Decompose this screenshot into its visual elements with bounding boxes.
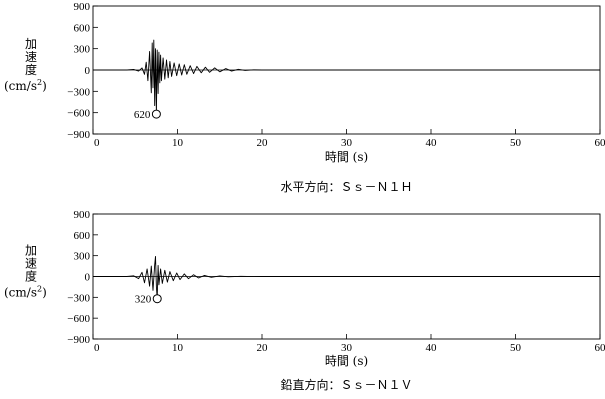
y-axis-unit: (cm/s2) <box>4 78 47 93</box>
x-tick-label: 60 <box>595 342 605 354</box>
unit-close: ) <box>42 79 47 93</box>
x-axis-label: 時間 (s) <box>325 150 368 164</box>
x-tick-label: 20 <box>257 342 269 354</box>
x-tick-label: 0 <box>94 137 100 149</box>
y-axis-label-char: 速 <box>25 257 37 271</box>
y-tick-label: −900 <box>67 334 90 346</box>
chart-caption: 鉛直方向：Ｓｓ－Ｎ１Ｖ <box>280 377 412 392</box>
chart-caption: 水平方向：Ｓｓ－Ｎ１Ｈ <box>280 179 412 194</box>
acceleration-series-line <box>93 255 600 300</box>
y-tick-label: 0 <box>85 272 91 284</box>
chart-1: 900 600 300 0 −300 −600 −900 0 10 20 30 40 50 60 620 加速… <box>4 1 605 194</box>
y-tick-label: −600 <box>67 313 90 325</box>
y-tick-label: 900 <box>74 1 91 13</box>
x-tick-label: 40 <box>426 342 438 354</box>
y-tick-label: −900 <box>67 129 90 141</box>
unit-close: ) <box>42 286 47 300</box>
x-tick-label: 50 <box>510 137 522 149</box>
x-tick-label: 50 <box>510 342 522 354</box>
x-tick-label: 30 <box>341 137 353 149</box>
y-tick-label: 0 <box>85 65 91 77</box>
y-tick-label: 300 <box>74 44 91 56</box>
chart-2: 900 600 300 0 −300 −600 −900 0 10 20 30 40 50 60 320 加速… <box>4 209 605 392</box>
y-axis-label: 加速度(cm/s2) <box>4 37 47 93</box>
peak-marker <box>151 109 161 119</box>
y-axis-unit: (cm/s2) <box>4 285 47 300</box>
x-tick-label: 20 <box>257 137 269 149</box>
x-tick-label: 10 <box>172 342 184 354</box>
y-tick-label: −300 <box>67 86 90 98</box>
x-tick-label: 30 <box>341 342 353 354</box>
y-tick-label: −300 <box>67 292 90 304</box>
acceleration-series-line <box>93 39 600 115</box>
x-tick-label: 40 <box>426 137 438 149</box>
y-tick-label: 300 <box>74 251 91 263</box>
peak-marker <box>152 294 162 304</box>
y-tick-label: 600 <box>74 230 91 242</box>
x-tick-label: 60 <box>595 137 605 149</box>
peak-label: 320 <box>135 294 152 306</box>
x-axis-label: 時間 (s) <box>325 354 368 368</box>
x-tick-label: 10 <box>172 137 184 149</box>
x-tick-label: 0 <box>94 342 100 354</box>
y-tick-label: −600 <box>67 108 90 120</box>
y-axis-label-char: 度 <box>25 269 37 284</box>
unit-base: (cm/s <box>4 286 37 300</box>
y-axis-label-char: 速 <box>25 50 37 64</box>
unit-exponent: 2 <box>37 78 42 87</box>
y-axis-label-char: 加 <box>25 244 37 258</box>
y-axis-label-char: 加 <box>25 37 37 51</box>
unit-base: (cm/s <box>4 79 37 93</box>
y-tick-label: 900 <box>74 209 91 221</box>
y-axis-label-char: 度 <box>25 62 37 77</box>
y-axis-label: 加速度(cm/s2) <box>4 244 47 300</box>
peak-label: 620 <box>134 109 151 121</box>
y-tick-label: 600 <box>74 22 91 34</box>
unit-exponent: 2 <box>37 285 42 294</box>
